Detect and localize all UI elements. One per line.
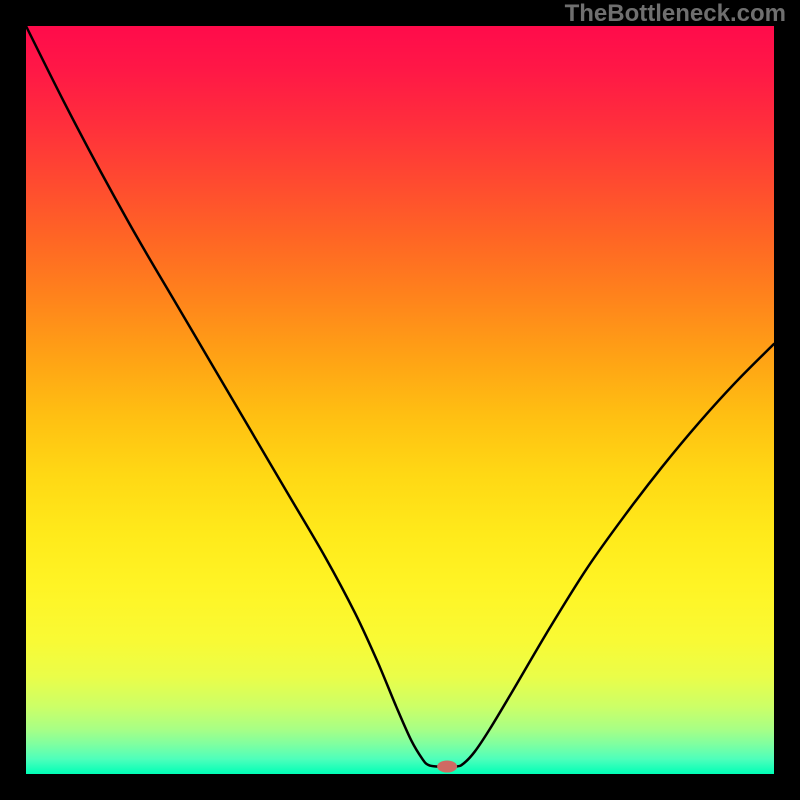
plot-background bbox=[26, 26, 774, 774]
chart-svg bbox=[0, 0, 800, 800]
chart-root: TheBottleneck.com bbox=[0, 0, 800, 800]
optimal-point bbox=[437, 761, 457, 773]
